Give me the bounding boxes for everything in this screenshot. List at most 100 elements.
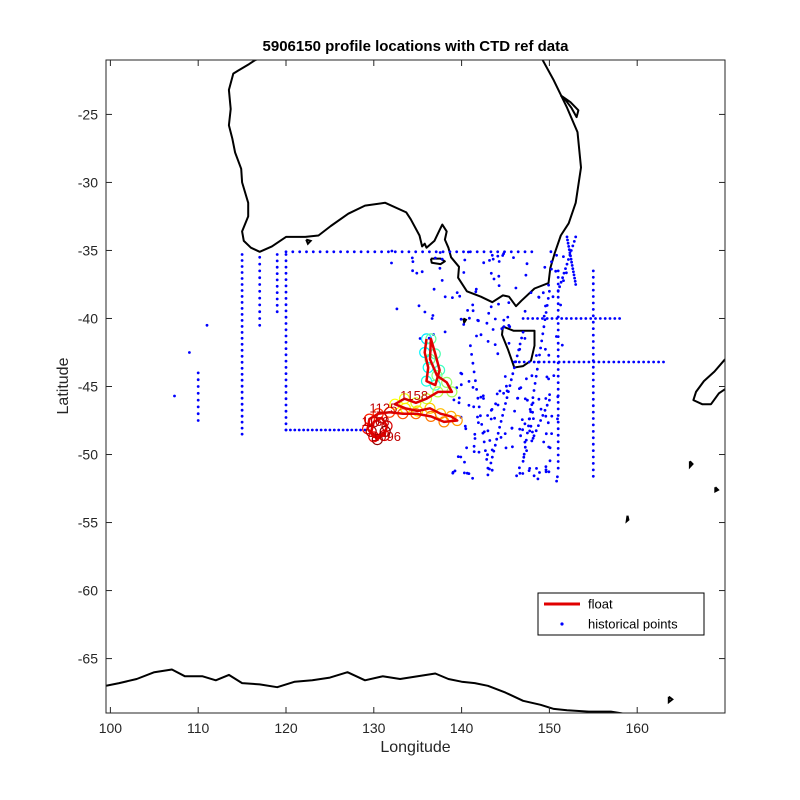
historical-point [476,396,480,400]
historical-point [428,250,431,254]
historical-point [591,333,595,337]
historical-point [574,317,578,320]
historical-point [556,395,560,399]
historical-point [496,352,500,356]
historical-point [302,428,305,432]
historical-point [533,382,537,385]
historical-point [505,384,508,388]
historical-point [556,302,560,306]
historical-point [258,323,262,327]
coastline [106,668,626,713]
historical-point [541,291,545,295]
historical-point [284,378,288,382]
historical-point [293,428,297,432]
historical-point [547,353,551,357]
historical-point [528,467,532,470]
historical-point [502,325,506,329]
historical-point [492,277,496,281]
historical-point [520,418,524,421]
historical-point [507,301,511,304]
historical-point [527,469,531,472]
historical-point [556,341,560,345]
float-profile-marker [441,376,453,388]
historical-point [542,440,546,444]
historical-point [552,374,556,377]
historical-point [476,415,479,419]
historical-point [196,398,200,402]
historical-point [240,390,244,394]
historical-point [518,342,522,346]
y-tick-label: -50 [78,447,98,463]
historical-point [284,384,288,388]
historical-point [567,258,570,261]
historical-point [618,317,621,320]
historical-point [556,447,560,450]
historical-point [502,318,506,322]
island-outline [688,460,694,470]
historical-point [520,336,523,340]
historical-point [455,250,459,254]
historical-point [319,428,323,432]
historical-point [518,347,522,351]
float-profile-marker [389,398,401,410]
historical-point [474,287,478,291]
coastline [692,358,725,406]
historical-point [647,360,650,364]
historical-point [527,417,531,421]
historical-point [275,278,279,282]
legend-box [537,592,705,636]
historical-point [525,377,528,381]
historical-point [535,467,538,470]
historical-point [339,250,342,254]
historical-point [526,398,529,402]
historical-point [546,421,550,425]
historical-point [532,389,536,392]
historical-point [524,438,528,442]
historical-point [591,404,595,408]
y-tick-label: -35 [78,242,98,258]
historical-point [522,452,526,456]
historical-point [284,284,288,288]
historical-point [527,360,531,364]
historical-point [569,249,573,252]
historical-point [431,314,435,317]
historical-point [500,327,504,331]
historical-point [284,403,288,407]
historical-point [561,276,564,280]
island-outline [714,486,720,493]
historical-point [543,408,547,412]
historical-point [591,436,595,440]
historical-point [503,432,507,435]
float-profile-marker [420,393,433,405]
historical-point [284,265,288,269]
historical-point [510,426,514,430]
historical-point [306,428,310,432]
historical-point [591,474,595,478]
historical-point [496,403,500,407]
historical-point [509,250,513,254]
historical-point [497,260,501,263]
historical-point [591,301,595,305]
historical-point [489,271,493,275]
historical-point [455,291,459,294]
historical-point [240,342,244,346]
historical-point [462,323,466,326]
historical-point [547,360,551,364]
historical-point [240,360,244,364]
historical-point [557,360,561,364]
historical-point [591,320,595,324]
historical-point [205,323,209,327]
historical-point [558,285,561,289]
historical-point [487,311,491,315]
historical-point [240,408,244,412]
historical-point [642,360,645,364]
historical-point [499,436,503,439]
historical-point [532,417,535,420]
historical-point [440,279,444,282]
historical-point [523,397,527,401]
historical-point [474,290,478,294]
historical-point [486,473,490,477]
historical-point [275,297,279,301]
historical-point [482,250,486,254]
